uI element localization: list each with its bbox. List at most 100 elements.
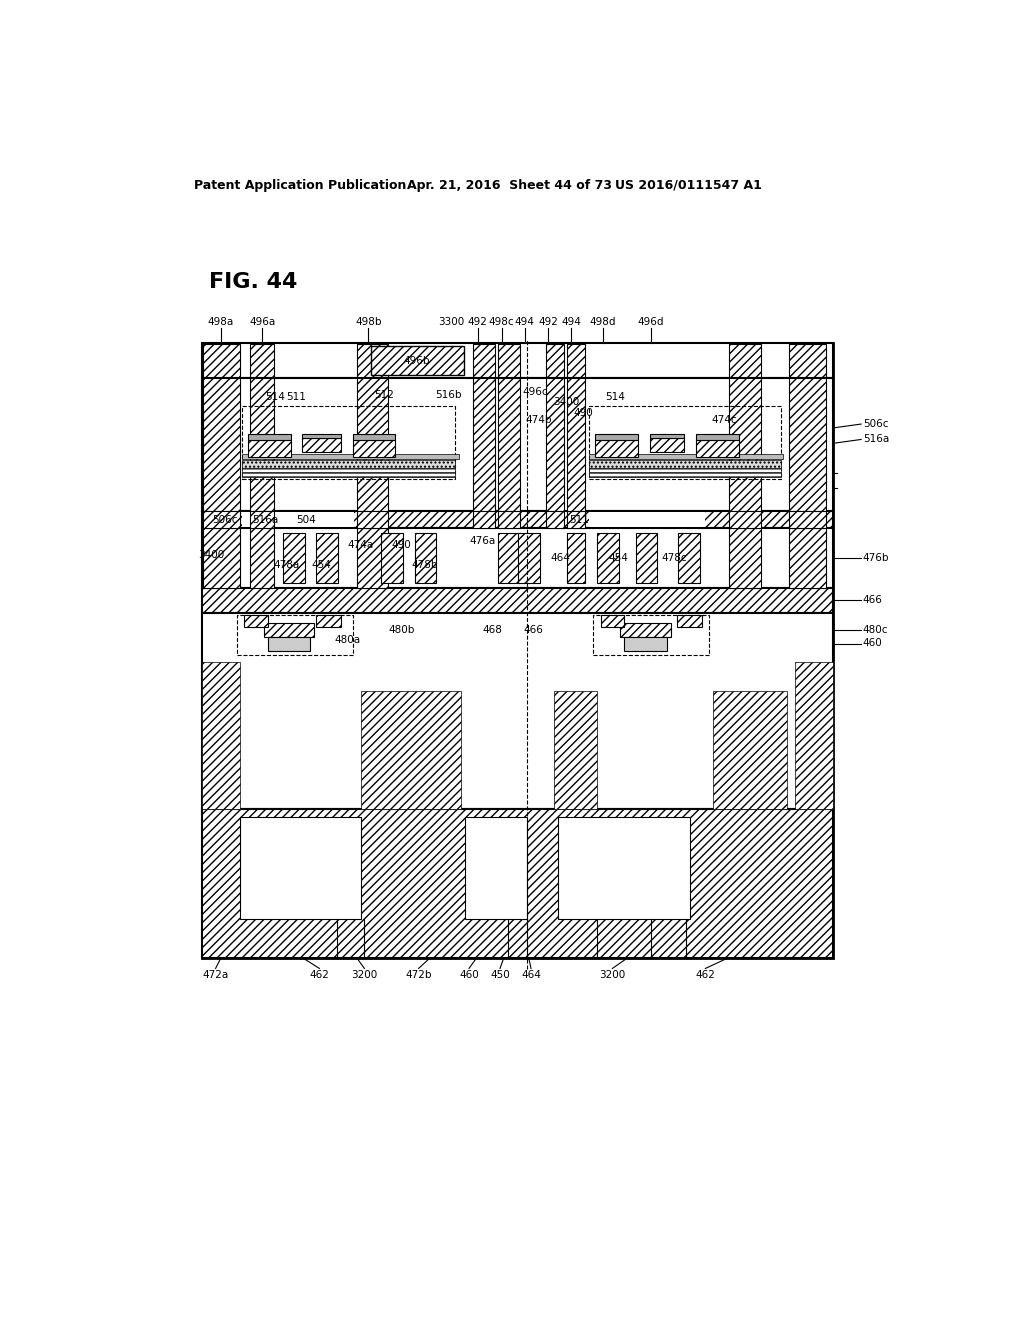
Bar (499, 533, 520, 583)
Bar (696, 441, 738, 457)
Bar (202, 343, 834, 378)
Bar (729, 378, 761, 511)
Bar (499, 345, 520, 378)
Bar (202, 589, 834, 612)
Bar (202, 511, 834, 528)
Bar (245, 615, 267, 627)
Text: 476b: 476b (862, 553, 889, 564)
Bar (566, 378, 586, 511)
Bar (465, 817, 527, 919)
Bar (356, 378, 388, 511)
Bar (678, 533, 700, 583)
Bar (729, 528, 761, 589)
Text: 496a: 496a (249, 317, 275, 326)
Bar (241, 817, 360, 919)
Text: 466: 466 (862, 595, 883, 606)
Text: 511: 511 (287, 392, 306, 403)
Bar (356, 511, 388, 528)
Bar (202, 661, 241, 809)
Bar (546, 378, 564, 511)
Text: 454: 454 (312, 560, 332, 570)
Bar (202, 612, 834, 809)
Bar (649, 434, 684, 438)
Bar (360, 692, 461, 809)
Text: 450: 450 (490, 970, 510, 979)
Bar (242, 512, 354, 527)
Bar (499, 511, 520, 528)
Text: 506c: 506c (212, 515, 238, 524)
Text: 3200: 3200 (351, 970, 378, 979)
Bar (566, 533, 586, 583)
Bar (202, 809, 834, 958)
Text: 464: 464 (521, 970, 541, 979)
Bar (473, 345, 495, 378)
Bar (795, 661, 834, 809)
Bar (593, 615, 710, 655)
Bar (352, 441, 395, 457)
Text: 490: 490 (392, 540, 412, 550)
Text: 476a: 476a (470, 536, 496, 546)
Text: 496b: 496b (403, 356, 430, 366)
Text: 454: 454 (608, 553, 629, 564)
Text: 480c: 480c (862, 624, 888, 635)
Bar (263, 623, 314, 638)
Bar (566, 511, 586, 528)
Bar (371, 346, 464, 375)
Bar (597, 533, 618, 583)
Text: 516a: 516a (252, 515, 279, 524)
Bar (242, 469, 455, 478)
Bar (250, 511, 274, 528)
Bar (356, 345, 388, 378)
Text: 504: 504 (296, 515, 316, 524)
Bar (473, 378, 495, 511)
Text: 462: 462 (309, 970, 330, 979)
Text: 506c: 506c (862, 418, 888, 429)
Bar (621, 623, 671, 638)
Text: 466: 466 (523, 624, 544, 635)
Text: 516b: 516b (435, 389, 462, 400)
Bar (677, 615, 701, 627)
Bar (473, 511, 495, 528)
Text: 480a: 480a (334, 635, 360, 644)
Bar (267, 638, 310, 651)
Text: Apr. 21, 2016  Sheet 44 of 73: Apr. 21, 2016 Sheet 44 of 73 (407, 178, 612, 191)
Text: 474b: 474b (525, 416, 552, 425)
Bar (546, 345, 564, 378)
Bar (203, 378, 241, 511)
Text: 468: 468 (482, 624, 502, 635)
Text: 498b: 498b (355, 317, 382, 326)
Bar (203, 511, 241, 528)
Text: 474a: 474a (347, 540, 374, 550)
Text: 472b: 472b (406, 970, 432, 979)
Bar (499, 378, 520, 511)
Text: 514: 514 (265, 392, 286, 403)
Bar (352, 434, 395, 441)
Bar (696, 434, 738, 441)
Bar (381, 533, 403, 583)
Text: 494: 494 (561, 317, 582, 326)
Bar (248, 441, 291, 457)
Bar (589, 405, 781, 479)
Bar (248, 434, 291, 441)
Text: 516a: 516a (862, 434, 889, 445)
Text: 472a: 472a (203, 970, 228, 979)
Text: FIG. 44: FIG. 44 (209, 272, 298, 292)
Bar (729, 345, 761, 378)
Bar (558, 817, 690, 919)
Bar (624, 638, 667, 651)
Bar (790, 345, 826, 378)
Bar (546, 511, 564, 528)
Bar (250, 528, 274, 589)
Text: 478a: 478a (273, 560, 300, 570)
Bar (415, 533, 436, 583)
Bar (554, 692, 597, 809)
Text: 478b: 478b (412, 560, 438, 570)
Bar (202, 528, 834, 589)
Text: 464: 464 (551, 553, 570, 564)
Bar (316, 615, 341, 627)
Bar (316, 533, 338, 583)
Text: 462: 462 (695, 970, 716, 979)
Bar (356, 528, 388, 589)
Text: 496d: 496d (638, 317, 665, 326)
Text: 492: 492 (539, 317, 558, 326)
